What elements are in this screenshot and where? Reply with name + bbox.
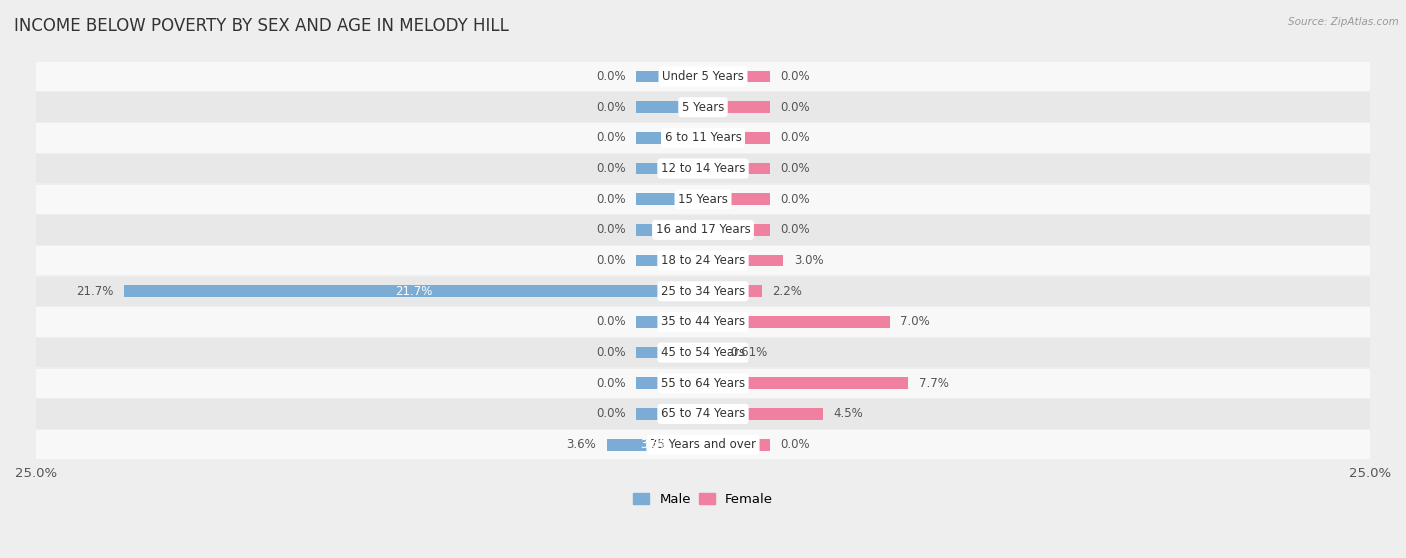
Bar <box>703 132 769 144</box>
Bar <box>637 255 703 266</box>
Text: 21.7%: 21.7% <box>395 285 432 298</box>
Text: 3.6%: 3.6% <box>567 438 596 451</box>
Bar <box>703 408 823 420</box>
Bar <box>703 194 769 205</box>
FancyBboxPatch shape <box>37 154 1369 183</box>
Bar <box>637 163 703 175</box>
Bar <box>703 71 769 83</box>
FancyBboxPatch shape <box>37 369 1369 398</box>
Text: 0.0%: 0.0% <box>596 254 626 267</box>
Text: Under 5 Years: Under 5 Years <box>662 70 744 83</box>
Bar <box>637 194 703 205</box>
FancyBboxPatch shape <box>37 123 1369 152</box>
Bar <box>124 286 703 297</box>
Bar <box>703 347 720 358</box>
Bar <box>703 102 769 113</box>
FancyBboxPatch shape <box>37 246 1369 275</box>
Bar <box>637 71 703 83</box>
Text: 0.0%: 0.0% <box>596 377 626 390</box>
Bar <box>637 102 703 113</box>
Text: 0.0%: 0.0% <box>780 100 810 114</box>
Text: 75 Years and over: 75 Years and over <box>650 438 756 451</box>
Bar <box>703 316 890 328</box>
Text: 0.0%: 0.0% <box>596 70 626 83</box>
Bar <box>637 377 703 389</box>
Bar <box>703 439 769 450</box>
Text: 0.0%: 0.0% <box>780 70 810 83</box>
Text: 21.7%: 21.7% <box>76 285 114 298</box>
Bar <box>703 163 769 175</box>
Text: 0.0%: 0.0% <box>780 131 810 145</box>
FancyBboxPatch shape <box>37 400 1369 429</box>
Text: 0.0%: 0.0% <box>596 100 626 114</box>
Bar <box>637 408 703 420</box>
Text: 0.0%: 0.0% <box>780 223 810 237</box>
Text: 18 to 24 Years: 18 to 24 Years <box>661 254 745 267</box>
Text: 0.0%: 0.0% <box>596 346 626 359</box>
Text: 7.0%: 7.0% <box>900 315 931 329</box>
Text: INCOME BELOW POVERTY BY SEX AND AGE IN MELODY HILL: INCOME BELOW POVERTY BY SEX AND AGE IN M… <box>14 17 509 35</box>
Bar <box>703 377 908 389</box>
Text: 0.0%: 0.0% <box>780 162 810 175</box>
Text: 5 Years: 5 Years <box>682 100 724 114</box>
Bar <box>703 255 783 266</box>
Text: 25 to 34 Years: 25 to 34 Years <box>661 285 745 298</box>
Text: 0.0%: 0.0% <box>596 131 626 145</box>
FancyBboxPatch shape <box>37 62 1369 92</box>
FancyBboxPatch shape <box>37 277 1369 306</box>
Text: 0.0%: 0.0% <box>596 407 626 421</box>
FancyBboxPatch shape <box>37 338 1369 367</box>
FancyBboxPatch shape <box>37 215 1369 244</box>
Text: 0.0%: 0.0% <box>780 193 810 206</box>
Bar <box>703 224 769 235</box>
Text: 0.0%: 0.0% <box>596 162 626 175</box>
Bar <box>637 347 703 358</box>
Text: 15 Years: 15 Years <box>678 193 728 206</box>
Bar <box>607 439 703 450</box>
Text: 16 and 17 Years: 16 and 17 Years <box>655 223 751 237</box>
FancyBboxPatch shape <box>37 307 1369 336</box>
Text: 45 to 54 Years: 45 to 54 Years <box>661 346 745 359</box>
Bar <box>637 132 703 144</box>
FancyBboxPatch shape <box>37 185 1369 214</box>
Text: 4.5%: 4.5% <box>834 407 863 421</box>
Text: Source: ZipAtlas.com: Source: ZipAtlas.com <box>1288 17 1399 27</box>
Text: 0.0%: 0.0% <box>596 223 626 237</box>
Text: 55 to 64 Years: 55 to 64 Years <box>661 377 745 390</box>
Text: 0.0%: 0.0% <box>780 438 810 451</box>
Text: 3.6%: 3.6% <box>640 438 669 451</box>
FancyBboxPatch shape <box>37 93 1369 122</box>
Text: 0.0%: 0.0% <box>596 315 626 329</box>
Text: 2.2%: 2.2% <box>772 285 803 298</box>
Text: 0.61%: 0.61% <box>730 346 768 359</box>
Legend: Male, Female: Male, Female <box>627 488 779 511</box>
FancyBboxPatch shape <box>37 430 1369 459</box>
Text: 6 to 11 Years: 6 to 11 Years <box>665 131 741 145</box>
Text: 7.7%: 7.7% <box>920 377 949 390</box>
Text: 12 to 14 Years: 12 to 14 Years <box>661 162 745 175</box>
Text: 0.0%: 0.0% <box>596 193 626 206</box>
Text: 35 to 44 Years: 35 to 44 Years <box>661 315 745 329</box>
Text: 65 to 74 Years: 65 to 74 Years <box>661 407 745 421</box>
Bar <box>637 316 703 328</box>
Text: 3.0%: 3.0% <box>794 254 824 267</box>
Bar <box>637 224 703 235</box>
Bar <box>703 286 762 297</box>
